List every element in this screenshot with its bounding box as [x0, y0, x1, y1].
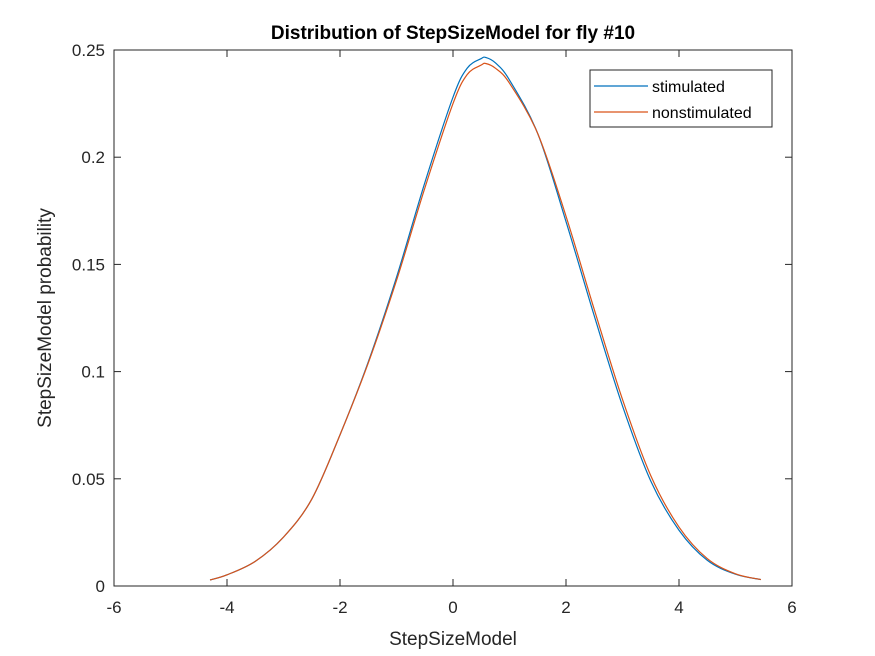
y-tick-label: 0.1 — [81, 363, 105, 382]
x-tick-label: 0 — [448, 598, 457, 617]
x-tick-label: -2 — [332, 598, 347, 617]
y-tick-label: 0.05 — [72, 470, 105, 489]
legend-label-stimulated: stimulated — [652, 79, 725, 96]
y-tick-label: 0 — [96, 577, 105, 596]
x-tick-label: 4 — [674, 598, 683, 617]
plot-area — [114, 50, 792, 586]
y-tick-label: 0.25 — [72, 41, 105, 60]
y-axis-label: StepSizeModel probability — [35, 208, 56, 428]
legend-label-nonstimulated: nonstimulated — [652, 105, 752, 122]
x-tick-label: 6 — [787, 598, 796, 617]
x-tick-label: 2 — [561, 598, 570, 617]
legend: stimulated nonstimulated — [589, 69, 773, 128]
axes: -6 -4 -2 0 2 4 6 0 0.05 0.1 0.15 0.2 0.25 — [72, 41, 797, 617]
y-tick-label: 0.15 — [72, 255, 105, 274]
y-tick-label: 0.2 — [81, 148, 105, 167]
chart-title: Distribution of StepSizeModel for fly #1… — [271, 23, 635, 44]
x-tick-label: -6 — [106, 598, 121, 617]
series-line-nonstimulated — [209, 62, 762, 581]
x-tick-label: -4 — [219, 598, 234, 617]
x-axis-label: StepSizeModel — [389, 629, 517, 650]
series-lines — [209, 56, 762, 581]
legend-box — [589, 69, 773, 128]
